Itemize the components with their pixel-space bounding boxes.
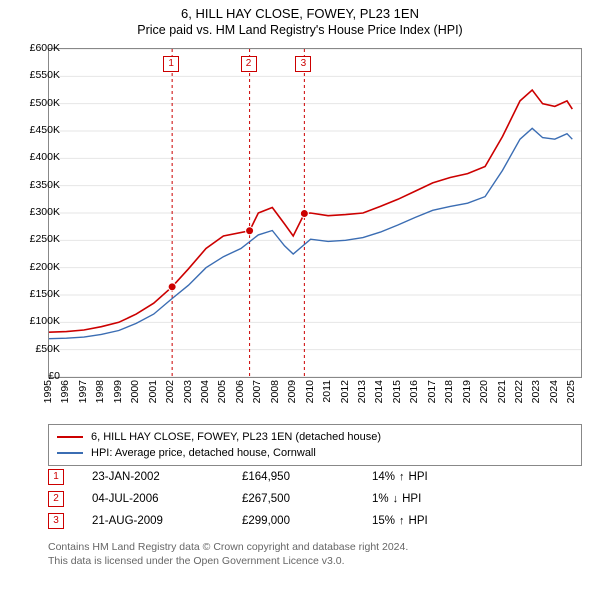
x-axis-label: 2008 [269,380,281,403]
x-axis-label: 2002 [164,380,176,403]
y-axis-label: £300K [14,206,60,218]
y-axis-label: £200K [14,261,60,273]
x-axis-label: 2022 [513,380,525,403]
y-axis-label: £550K [14,69,60,81]
x-axis-label: 2014 [373,380,385,403]
y-axis-label: £450K [14,124,60,136]
x-axis-label: 2001 [147,380,159,403]
transaction-date: 23-JAN-2002 [92,471,242,483]
title-subtitle: Price paid vs. HM Land Registry's House … [0,23,600,37]
legend-swatch [57,452,83,454]
x-axis-label: 2003 [182,380,194,403]
transaction-date: 21-AUG-2009 [92,515,242,527]
chart-callout-badge: 3 [295,56,311,72]
x-axis-label: 2012 [339,380,351,403]
legend-label: 6, HILL HAY CLOSE, FOWEY, PL23 1EN (deta… [91,431,381,443]
x-axis-label: 2023 [530,380,542,403]
footer-attribution: Contains HM Land Registry data © Crown c… [48,540,408,568]
y-axis-label: £100K [14,315,60,327]
transaction-price: £164,950 [242,471,372,483]
x-axis-label: 2010 [304,380,316,403]
x-axis-label: 2017 [426,380,438,403]
chart-callout-badge: 2 [241,56,257,72]
x-axis-label: 2006 [234,380,246,403]
transaction-row: 2 04-JUL-2006£267,5001%↓HPI [48,488,582,510]
x-axis-label: 2018 [443,380,455,403]
y-axis-label: £500K [14,97,60,109]
transaction-row: 1 23-JAN-2002£164,95014%↑HPI [48,466,582,488]
figure: 6, HILL HAY CLOSE, FOWEY, PL23 1EN Price… [0,0,600,590]
legend-item: HPI: Average price, detached house, Corn… [57,445,573,461]
transaction-badge: 3 [48,513,64,529]
title-address: 6, HILL HAY CLOSE, FOWEY, PL23 1EN [0,6,600,21]
y-axis-label: £250K [14,233,60,245]
x-axis-label: 1995 [42,380,54,403]
transactions-table: 1 23-JAN-2002£164,95014%↑HPI 2 04-JUL-2006£… [48,466,582,532]
y-axis-label: £600K [14,42,60,54]
transaction-price: £299,000 [242,515,372,527]
arrow-up-icon: ↑ [399,471,405,483]
chart-plot-area [48,48,582,378]
x-axis-label: 2005 [216,380,228,403]
x-axis-label: 2020 [478,380,490,403]
y-axis-label: £50K [14,343,60,355]
arrow-up-icon: ↑ [399,515,405,527]
x-axis-label: 1996 [59,380,71,403]
x-axis-label: 1999 [112,380,124,403]
transaction-price: £267,500 [242,493,372,505]
x-axis-label: 2004 [199,380,211,403]
x-axis-label: 1997 [77,380,89,403]
y-axis-label: £400K [14,151,60,163]
chart-svg [49,49,581,377]
title-block: 6, HILL HAY CLOSE, FOWEY, PL23 1EN Price… [0,0,600,37]
legend-swatch [57,436,83,438]
transaction-badge: 1 [48,469,64,485]
x-axis-label: 2013 [356,380,368,403]
footer-line1: Contains HM Land Registry data © Crown c… [48,540,408,554]
x-axis-label: 2016 [408,380,420,403]
x-axis-label: 2021 [496,380,508,403]
transaction-diff: 14%↑HPI [372,471,492,483]
x-axis-label: 2011 [321,380,333,403]
legend-item: 6, HILL HAY CLOSE, FOWEY, PL23 1EN (deta… [57,429,573,445]
transaction-date: 04-JUL-2006 [92,493,242,505]
transaction-badge: 2 [48,491,64,507]
transaction-diff: 15%↑HPI [372,515,492,527]
footer-line2: This data is licensed under the Open Gov… [48,554,408,568]
transaction-diff: 1%↓HPI [372,493,492,505]
x-axis-label: 2024 [548,380,560,403]
x-axis-label: 2015 [391,380,403,403]
y-axis-label: £350K [14,179,60,191]
x-axis-label: 2019 [461,380,473,403]
x-axis-label: 1998 [94,380,106,403]
x-axis-label: 2009 [286,380,298,403]
transaction-row: 3 21-AUG-2009£299,00015%↑HPI [48,510,582,532]
chart-callout-badge: 1 [163,56,179,72]
y-axis-label: £150K [14,288,60,300]
legend: 6, HILL HAY CLOSE, FOWEY, PL23 1EN (deta… [48,424,582,466]
x-axis-label: 2025 [565,380,577,403]
x-axis-label: 2000 [129,380,141,403]
arrow-down-icon: ↓ [393,493,399,505]
x-axis-label: 2007 [251,380,263,403]
legend-label: HPI: Average price, detached house, Corn… [91,447,316,459]
